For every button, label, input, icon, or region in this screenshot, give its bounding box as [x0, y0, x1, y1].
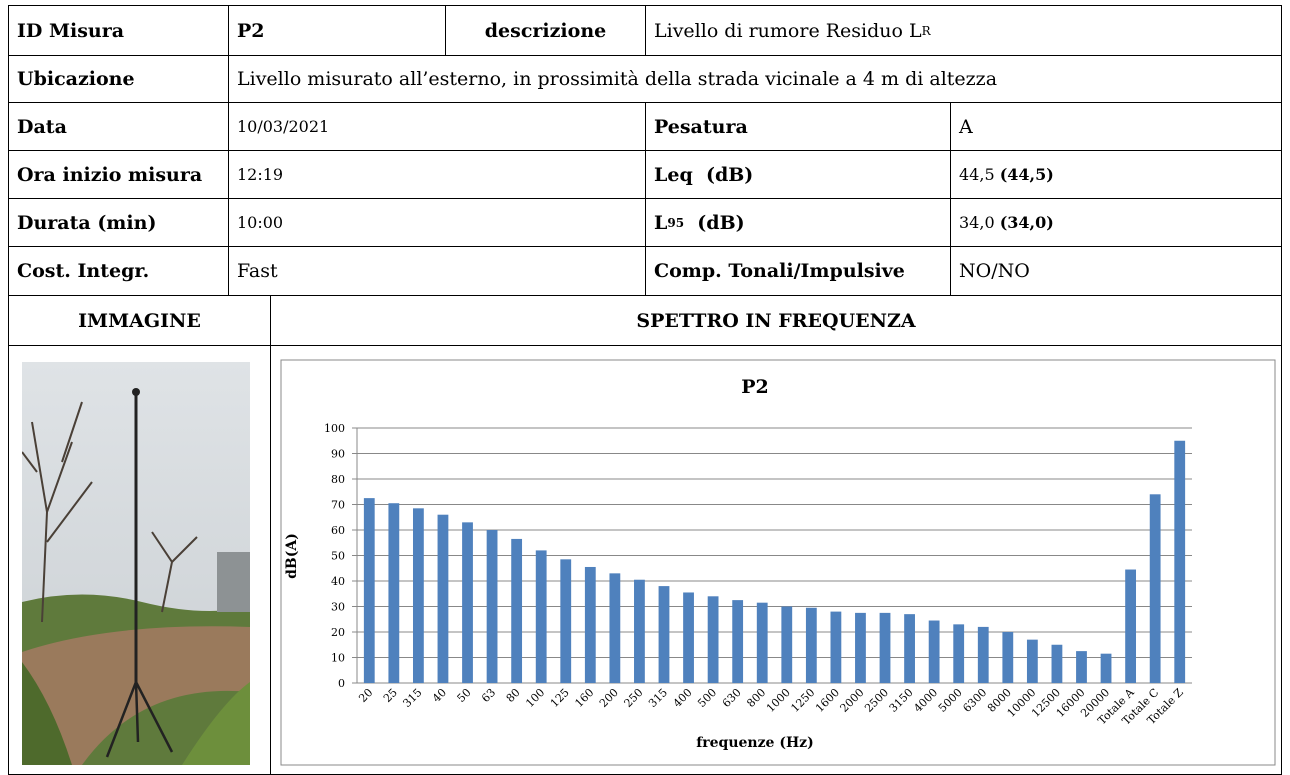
- x-axis-label: frequenze (Hz): [696, 735, 814, 751]
- bar: [413, 508, 424, 683]
- y-tick-label: 50: [331, 550, 345, 563]
- y-tick-label: 90: [331, 448, 345, 461]
- bar: [438, 515, 449, 683]
- y-tick-label: 100: [324, 422, 345, 435]
- bar: [536, 550, 547, 683]
- y-tick-label: 70: [331, 499, 345, 512]
- bar: [511, 539, 522, 683]
- y-tick-label: 40: [331, 575, 345, 588]
- bar: [683, 592, 694, 683]
- bar: [1002, 632, 1013, 683]
- bar: [953, 624, 964, 683]
- bar: [781, 607, 792, 684]
- bar: [560, 559, 571, 683]
- bar: [364, 498, 375, 683]
- bar: [880, 613, 891, 683]
- bar: [1076, 651, 1087, 683]
- chart-title: P2: [741, 376, 769, 398]
- y-axis-label: dB(A): [284, 533, 300, 579]
- bar: [1027, 640, 1038, 683]
- bar: [609, 573, 620, 683]
- y-tick-label: 10: [331, 652, 345, 665]
- chart: P2 frequenze (Hz) dB(A) 0 10 20 30 40 50 60 70 8…: [0, 0, 1290, 770]
- y-tick-label: 30: [331, 601, 345, 614]
- bar: [830, 612, 841, 683]
- bar: [978, 627, 989, 683]
- y-tick-label: 20: [331, 626, 345, 639]
- bar: [1101, 654, 1112, 683]
- bar: [1174, 441, 1185, 683]
- bar: [634, 580, 645, 683]
- y-tick-label: 60: [331, 524, 345, 537]
- y-tick-label: 0: [338, 677, 345, 690]
- bar: [904, 614, 915, 683]
- bar: [757, 603, 768, 683]
- page: ID Misura P2 descrizione Livello di rumo…: [0, 0, 1290, 770]
- document: ID Misura P2 descrizione Livello di rumo…: [0, 0, 1290, 770]
- bar: [462, 522, 473, 683]
- bar: [1125, 570, 1136, 683]
- bar: [388, 503, 399, 683]
- y-tick-label: 80: [331, 473, 345, 486]
- bar: [1052, 645, 1063, 683]
- bar: [929, 621, 940, 683]
- bar: [806, 608, 817, 683]
- bar: [659, 586, 670, 683]
- bar: [585, 567, 596, 683]
- bar: [732, 600, 743, 683]
- bar: [487, 530, 498, 683]
- bar: [855, 613, 866, 683]
- bar: [708, 596, 719, 683]
- bar: [1150, 494, 1161, 683]
